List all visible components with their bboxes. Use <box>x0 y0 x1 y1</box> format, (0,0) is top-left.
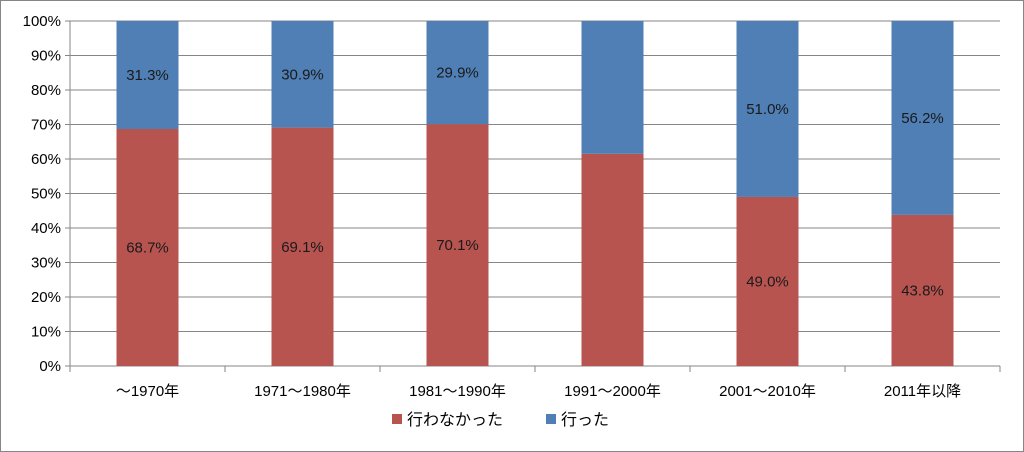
gridlines <box>70 20 1000 367</box>
bar-segment-not-done <box>116 128 179 366</box>
y-tick-label: 30% <box>31 255 61 272</box>
data-label: 29.9% <box>436 65 479 82</box>
x-category-label: 1981〜1990年 <box>409 383 506 400</box>
bar-segment-not-done <box>581 153 644 366</box>
data-label: 70.1% <box>436 237 479 254</box>
data-label: 43.8% <box>901 282 944 299</box>
legend-label-done: 行った <box>561 411 609 429</box>
bar-segment-not-done <box>426 124 489 366</box>
data-label: 51.0% <box>746 101 789 118</box>
x-category-label: 1991〜2000年 <box>564 383 661 400</box>
data-labels: 68.7% 31.3% 69.1% 30.9% 70.1% 29.9% 49.0% 51.0%… <box>126 65 944 300</box>
bar-segment-done <box>581 21 644 154</box>
bars <box>116 21 954 366</box>
data-label: 30.9% <box>281 66 324 83</box>
bar-segment-not-done <box>891 214 954 366</box>
data-label: 56.2% <box>901 110 944 127</box>
y-tick-label: 40% <box>31 220 61 237</box>
x-category-label: 2001〜2010年 <box>719 383 816 400</box>
legend: 行わなかった 行った <box>392 411 609 429</box>
y-tick-label: 10% <box>31 324 61 341</box>
y-tick-label: 0% <box>39 358 61 375</box>
bar-segment-done <box>736 21 799 197</box>
bar-segment-done <box>426 21 489 125</box>
data-label: 69.1% <box>281 239 324 256</box>
axes: 0% 10% 20% 30% 40% 50% 60% 70% 80% 90% 100% 〜1970年 1… <box>23 13 1001 400</box>
y-tick-label: 100% <box>23 13 61 30</box>
data-label: 31.3% <box>126 67 169 84</box>
bar-segment-done <box>271 21 334 128</box>
y-tick-label: 20% <box>31 289 61 306</box>
bar-segment-not-done <box>736 196 799 366</box>
bar-segment-done <box>891 21 954 215</box>
y-tick-label: 90% <box>31 48 61 65</box>
y-tick-label: 70% <box>31 117 61 134</box>
legend-swatch-not-done <box>392 414 402 424</box>
y-tick-label: 50% <box>31 186 61 203</box>
y-tick-label: 80% <box>31 82 61 99</box>
legend-swatch-done <box>546 414 556 424</box>
data-label: 68.7% <box>126 239 169 256</box>
x-category-label: 2011年以降 <box>884 383 961 400</box>
y-tick-label: 60% <box>31 151 61 168</box>
bar-segment-not-done <box>271 127 334 366</box>
bar-segment-done <box>116 21 179 129</box>
x-category-label: 1971〜1980年 <box>254 383 351 400</box>
x-category-label: 〜1970年 <box>116 383 179 400</box>
data-label: 49.0% <box>746 273 789 290</box>
legend-label-not-done: 行わなかった <box>407 411 503 429</box>
